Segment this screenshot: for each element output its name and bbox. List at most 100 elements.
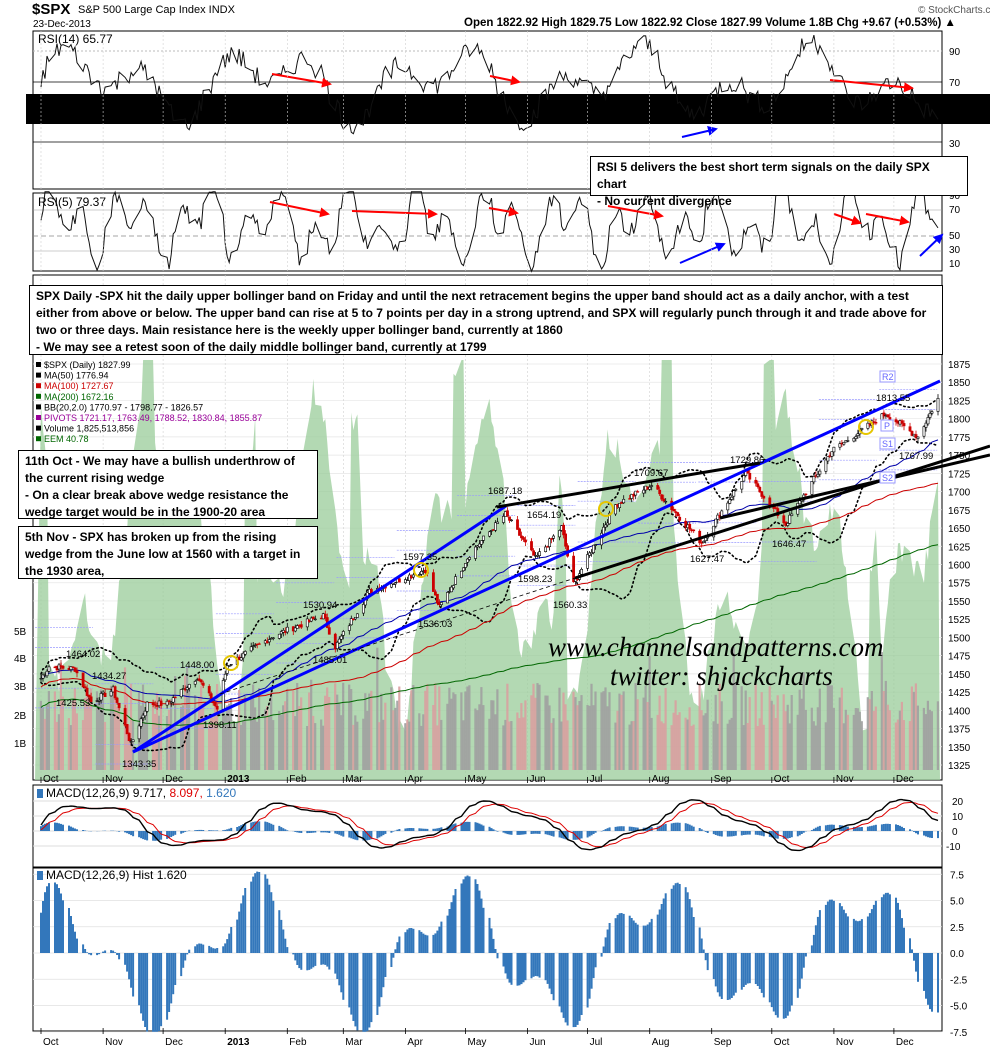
macd-hist-bar	[354, 831, 357, 840]
hist-bar	[418, 930, 421, 953]
macd-hist-bar	[790, 831, 793, 838]
hist-bar	[200, 943, 203, 953]
legend-swatch	[36, 425, 41, 431]
divergence-arrow	[607, 205, 664, 220]
candle-body	[347, 625, 351, 631]
candle-body	[674, 511, 678, 513]
candle-body	[600, 532, 604, 546]
macd-hist-bar	[616, 826, 619, 831]
volume-bar	[139, 705, 143, 770]
candle-body	[622, 498, 626, 504]
macd-hist-bar	[370, 831, 373, 840]
candle-body	[173, 696, 177, 699]
ma50-line	[40, 439, 939, 703]
volume-bar	[734, 683, 737, 770]
volume-bar	[57, 714, 60, 770]
hist-bar	[684, 887, 687, 953]
price-tick: 1825	[948, 396, 971, 407]
macd-hist-bar	[614, 826, 617, 831]
hist-bar	[660, 904, 663, 953]
candle-body	[87, 694, 91, 698]
macd-hist-bar	[230, 827, 233, 831]
macd-hist-bar	[604, 829, 607, 831]
volume-bar	[588, 705, 591, 770]
hist-bar	[564, 953, 567, 1023]
volume-bar	[686, 719, 689, 770]
month-label: May	[468, 1037, 487, 1048]
hist-bar	[228, 933, 231, 953]
volume-bar	[424, 690, 427, 770]
hist-bar	[690, 907, 693, 953]
macd-hist-bar	[396, 829, 399, 831]
volume-bar	[378, 722, 381, 770]
volume-bar	[43, 718, 46, 770]
volume-bar	[278, 711, 281, 770]
month-label: Mar	[345, 1037, 363, 1048]
hist-bar	[184, 953, 187, 961]
legend-swatch	[36, 383, 41, 389]
volume-bar	[560, 721, 563, 770]
candle-body	[89, 696, 93, 702]
hist-bar	[368, 953, 371, 1028]
candle-body	[141, 714, 145, 719]
hist-bar	[454, 889, 457, 953]
macd-hist-bar	[662, 824, 665, 831]
candle-body	[524, 539, 527, 543]
candle-body	[389, 583, 393, 588]
month-label: Feb	[289, 1037, 307, 1048]
hist-bar	[826, 901, 829, 953]
candle-body	[756, 483, 760, 488]
macd-hist-bar	[352, 831, 355, 840]
volume-bar	[646, 702, 649, 770]
macd-hist-bar	[44, 823, 46, 831]
candle-body	[488, 531, 491, 537]
macd-hist-bar	[254, 821, 257, 831]
hist-bar	[244, 888, 247, 953]
macd-hist-bar	[118, 831, 121, 832]
candle-body	[760, 491, 764, 497]
volume-bar	[69, 725, 72, 770]
macd-hist-bar	[156, 831, 159, 841]
macd-hist-bar	[142, 831, 145, 840]
macd-hist-bar	[772, 831, 775, 838]
volume-bar	[830, 685, 833, 770]
candle-body	[103, 692, 107, 698]
volume-bar	[384, 702, 387, 770]
candle-body	[145, 701, 149, 712]
volume-bar	[552, 718, 555, 770]
divergence-arrow	[271, 73, 332, 88]
month-label: Feb	[289, 774, 307, 785]
hist-bar	[222, 946, 225, 953]
macd-hist-bar	[824, 825, 827, 831]
volume-bar	[482, 705, 485, 770]
candle-body	[417, 574, 421, 576]
hist-bar	[440, 921, 443, 953]
volume-bar	[642, 697, 645, 770]
macd-hist-bar	[258, 821, 261, 831]
macd-hist-bar	[508, 831, 511, 835]
volume-bar	[860, 721, 863, 770]
macd-hist-bar	[306, 831, 309, 834]
candle-body	[167, 700, 171, 703]
macd-hist-bar	[422, 828, 425, 831]
hist-bar	[212, 948, 215, 953]
price-label: 1434.27	[92, 671, 126, 682]
volume-bar	[650, 717, 653, 770]
candle-body	[355, 613, 359, 618]
hist-bar	[858, 920, 861, 953]
hist-bar	[544, 953, 547, 981]
macd-hist-bar	[748, 831, 751, 835]
hist-bar	[560, 953, 563, 1013]
volume-bar	[97, 701, 101, 770]
macd-hist-bar	[784, 831, 787, 839]
hist-bar	[782, 953, 785, 1019]
candle-body	[518, 528, 521, 536]
candle-body	[97, 699, 101, 702]
candle-body	[830, 451, 834, 457]
candle-body	[636, 491, 640, 493]
hist-bar	[772, 953, 775, 1012]
month-label: Aug	[652, 1037, 670, 1048]
macd-hist-bar	[636, 827, 639, 831]
rsi-note: RSI 5 delivers the best short term signa…	[590, 156, 968, 208]
hist-bar	[520, 953, 523, 985]
